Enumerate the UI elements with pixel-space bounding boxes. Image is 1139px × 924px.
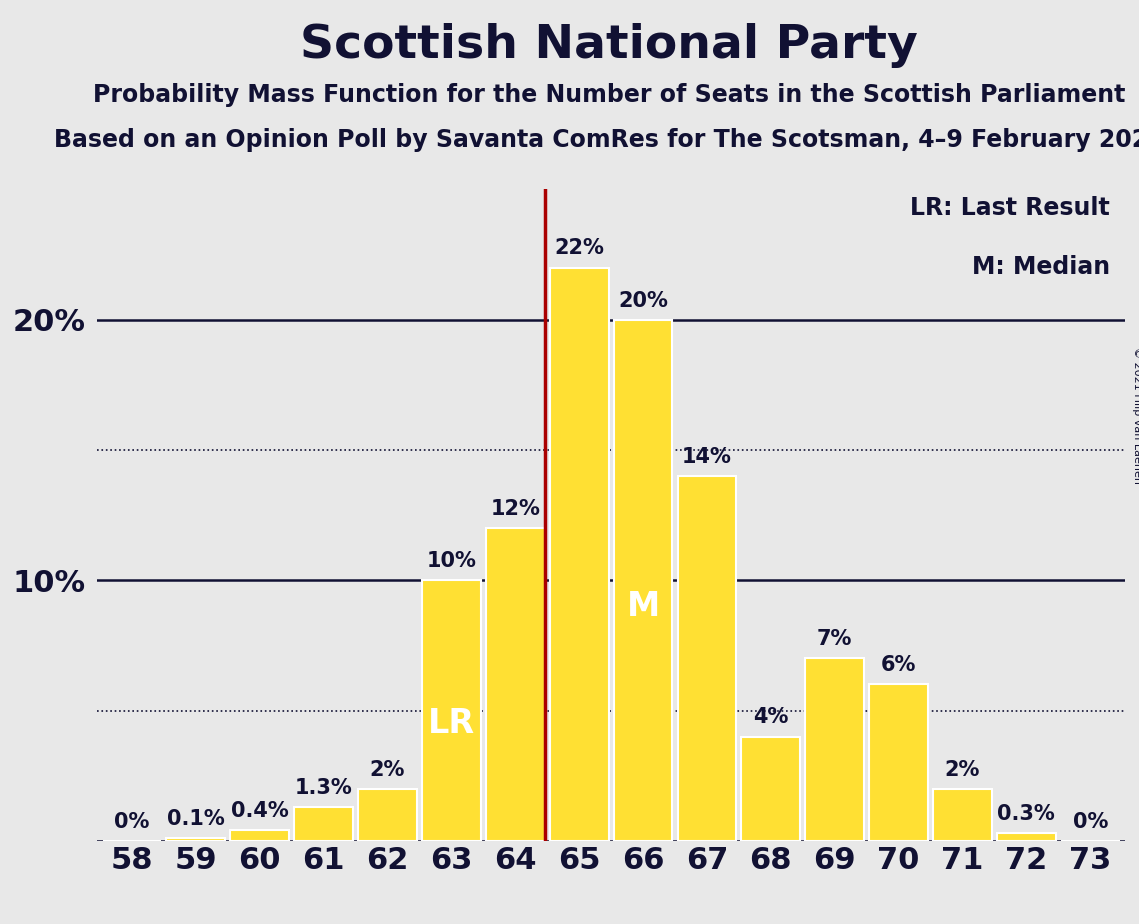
Text: 1.3%: 1.3% bbox=[295, 778, 352, 797]
Text: 22%: 22% bbox=[555, 238, 604, 259]
Text: Scottish National Party: Scottish National Party bbox=[301, 23, 918, 68]
Text: 7%: 7% bbox=[817, 629, 852, 650]
Bar bbox=[997, 833, 1056, 841]
Bar bbox=[933, 789, 992, 841]
Text: Based on an Opinion Poll by Savanta ComRes for The Scotsman, 4–9 February 2021: Based on an Opinion Poll by Savanta ComR… bbox=[55, 128, 1139, 152]
Text: 0%: 0% bbox=[114, 811, 149, 832]
Bar bbox=[230, 831, 289, 841]
Bar bbox=[166, 838, 226, 841]
Text: 2%: 2% bbox=[370, 760, 405, 780]
Bar bbox=[550, 268, 608, 841]
Text: M: M bbox=[626, 590, 659, 623]
Bar bbox=[614, 320, 672, 841]
Text: 20%: 20% bbox=[618, 290, 667, 310]
Text: LR: Last Result: LR: Last Result bbox=[910, 196, 1109, 220]
Text: 4%: 4% bbox=[753, 708, 788, 727]
Text: 0%: 0% bbox=[1073, 811, 1108, 832]
Bar bbox=[294, 807, 353, 841]
Text: © 2021 Filip van Laenen: © 2021 Filip van Laenen bbox=[1132, 347, 1139, 484]
Text: M: Median: M: Median bbox=[972, 254, 1109, 278]
Text: 10%: 10% bbox=[426, 551, 476, 571]
Text: 6%: 6% bbox=[880, 655, 916, 675]
Bar bbox=[869, 685, 928, 841]
Bar bbox=[358, 789, 417, 841]
Text: 0.4%: 0.4% bbox=[231, 801, 288, 821]
Text: LR: LR bbox=[428, 707, 475, 740]
Bar bbox=[678, 476, 736, 841]
Text: 0.1%: 0.1% bbox=[167, 809, 224, 829]
Text: Probability Mass Function for the Number of Seats in the Scottish Parliament: Probability Mass Function for the Number… bbox=[93, 83, 1125, 107]
Bar bbox=[805, 659, 865, 841]
Bar bbox=[421, 580, 481, 841]
Text: 0.3%: 0.3% bbox=[998, 804, 1055, 824]
Text: 12%: 12% bbox=[490, 499, 540, 519]
Text: 14%: 14% bbox=[682, 447, 732, 467]
Text: 2%: 2% bbox=[944, 760, 981, 780]
Bar bbox=[741, 736, 801, 841]
Bar bbox=[486, 529, 544, 841]
